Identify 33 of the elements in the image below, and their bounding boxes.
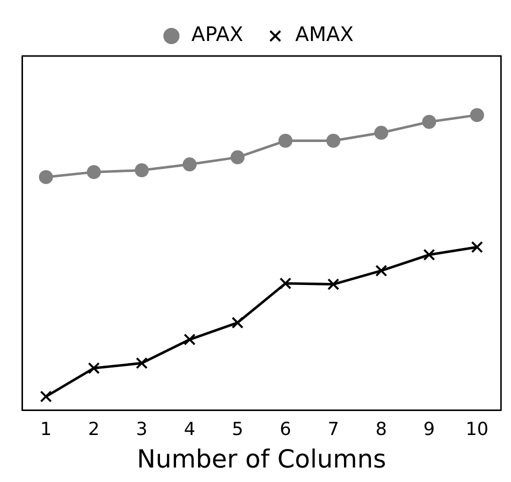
point	[184, 334, 196, 346]
x-tick-label: 7	[328, 418, 340, 440]
x-axis-title: Number of Columns	[136, 444, 386, 474]
x-tick-label: 4	[184, 418, 196, 440]
point	[375, 264, 388, 277]
x-tick-label: 2	[88, 418, 100, 440]
point	[38, 170, 53, 184]
x-tick-label: 3	[136, 418, 148, 440]
x-tick-label: 9	[423, 418, 435, 440]
point	[471, 241, 483, 254]
point	[423, 248, 436, 261]
point	[86, 165, 101, 180]
legend-label: AMAX	[295, 22, 354, 46]
point	[88, 362, 100, 374]
x-tick-label: 5	[232, 418, 244, 440]
point	[327, 278, 340, 290]
point	[230, 150, 245, 164]
x-tick-label: 10	[466, 418, 489, 440]
point	[422, 114, 436, 129]
point	[326, 134, 340, 148]
point	[280, 277, 292, 290]
legend-label: APAX	[191, 22, 244, 46]
x-tick-label: 1	[40, 418, 52, 440]
x-tick-label: 8	[376, 418, 387, 440]
point	[136, 357, 148, 370]
point	[40, 390, 52, 402]
point	[374, 126, 388, 140]
point	[134, 163, 149, 178]
point	[470, 108, 484, 122]
point	[182, 157, 197, 172]
point	[278, 134, 292, 148]
point	[232, 316, 244, 329]
x-tick-label: 6	[280, 418, 292, 440]
